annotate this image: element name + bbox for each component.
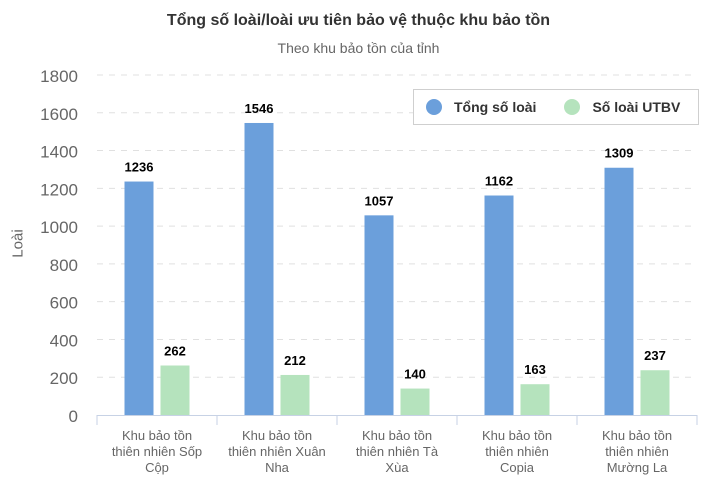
x-tick-label: Khu bảo tồn thiên nhiên Tà Xùa <box>356 428 439 475</box>
y-axis-label: Loài <box>9 229 27 258</box>
data-label: 1546 <box>245 101 274 116</box>
chart-title: Tổng số loài/loài ưu tiên bảo vệ thuộc k… <box>166 12 551 29</box>
y-tick-label: 200 <box>50 369 78 388</box>
legend-swatch-total <box>426 99 442 115</box>
x-tick-label: Khu bảo tồn thiên nhiên Xuân Nha <box>228 428 326 475</box>
bar-total <box>124 181 154 415</box>
data-label: 163 <box>524 362 546 377</box>
bar-total <box>484 195 514 415</box>
data-label: 1309 <box>605 146 634 161</box>
data-label: 1162 <box>485 174 513 189</box>
legend-item-total[interactable]: Tổng số loài <box>426 99 536 115</box>
y-tick-label: 400 <box>50 331 78 350</box>
bar-total <box>364 215 394 415</box>
y-tick-label: 600 <box>50 294 78 313</box>
legend-swatch-utbv <box>564 99 581 115</box>
y-tick-label: 1400 <box>40 143 78 162</box>
bar-total <box>604 167 634 415</box>
x-tick-label: Khu bảo tồn thiên nhiên Mường La <box>602 428 672 475</box>
bar-utbv <box>160 365 190 415</box>
bar-utbv <box>280 374 310 415</box>
chart-subtitle: Theo khu bảo tồn của tỉnh <box>277 40 440 56</box>
y-tick-label: 1600 <box>40 105 78 124</box>
legend-item-utbv[interactable]: Số loài UTBV <box>564 99 680 115</box>
bar-utbv <box>640 370 670 415</box>
legend: Tổng số loài Số loài UTBV <box>413 89 699 125</box>
y-tick-label: 1800 <box>40 67 78 86</box>
data-label: 212 <box>284 353 306 368</box>
data-label: 1236 <box>125 160 154 175</box>
y-tick-label: 0 <box>69 407 78 426</box>
y-tick-label: 1200 <box>40 180 78 199</box>
legend-label-total: Tổng số loài <box>454 99 537 115</box>
bar-utbv <box>520 384 550 415</box>
x-tick-label: Khu bảo tồn thiên nhiên Sốp Cộp <box>112 428 202 475</box>
x-tick-label: Khu bảo tồn thiên nhiên Copia <box>482 428 552 475</box>
data-label: 237 <box>644 348 666 363</box>
data-label: 262 <box>164 344 186 359</box>
y-tick-label: 1000 <box>40 218 78 237</box>
legend-label-utbv: Số loài UTBV <box>592 99 681 115</box>
y-tick-label: 800 <box>50 256 78 275</box>
data-label: 140 <box>404 367 426 382</box>
bar-total <box>244 122 274 415</box>
bar-utbv <box>400 388 430 415</box>
data-label: 1057 <box>365 193 394 208</box>
